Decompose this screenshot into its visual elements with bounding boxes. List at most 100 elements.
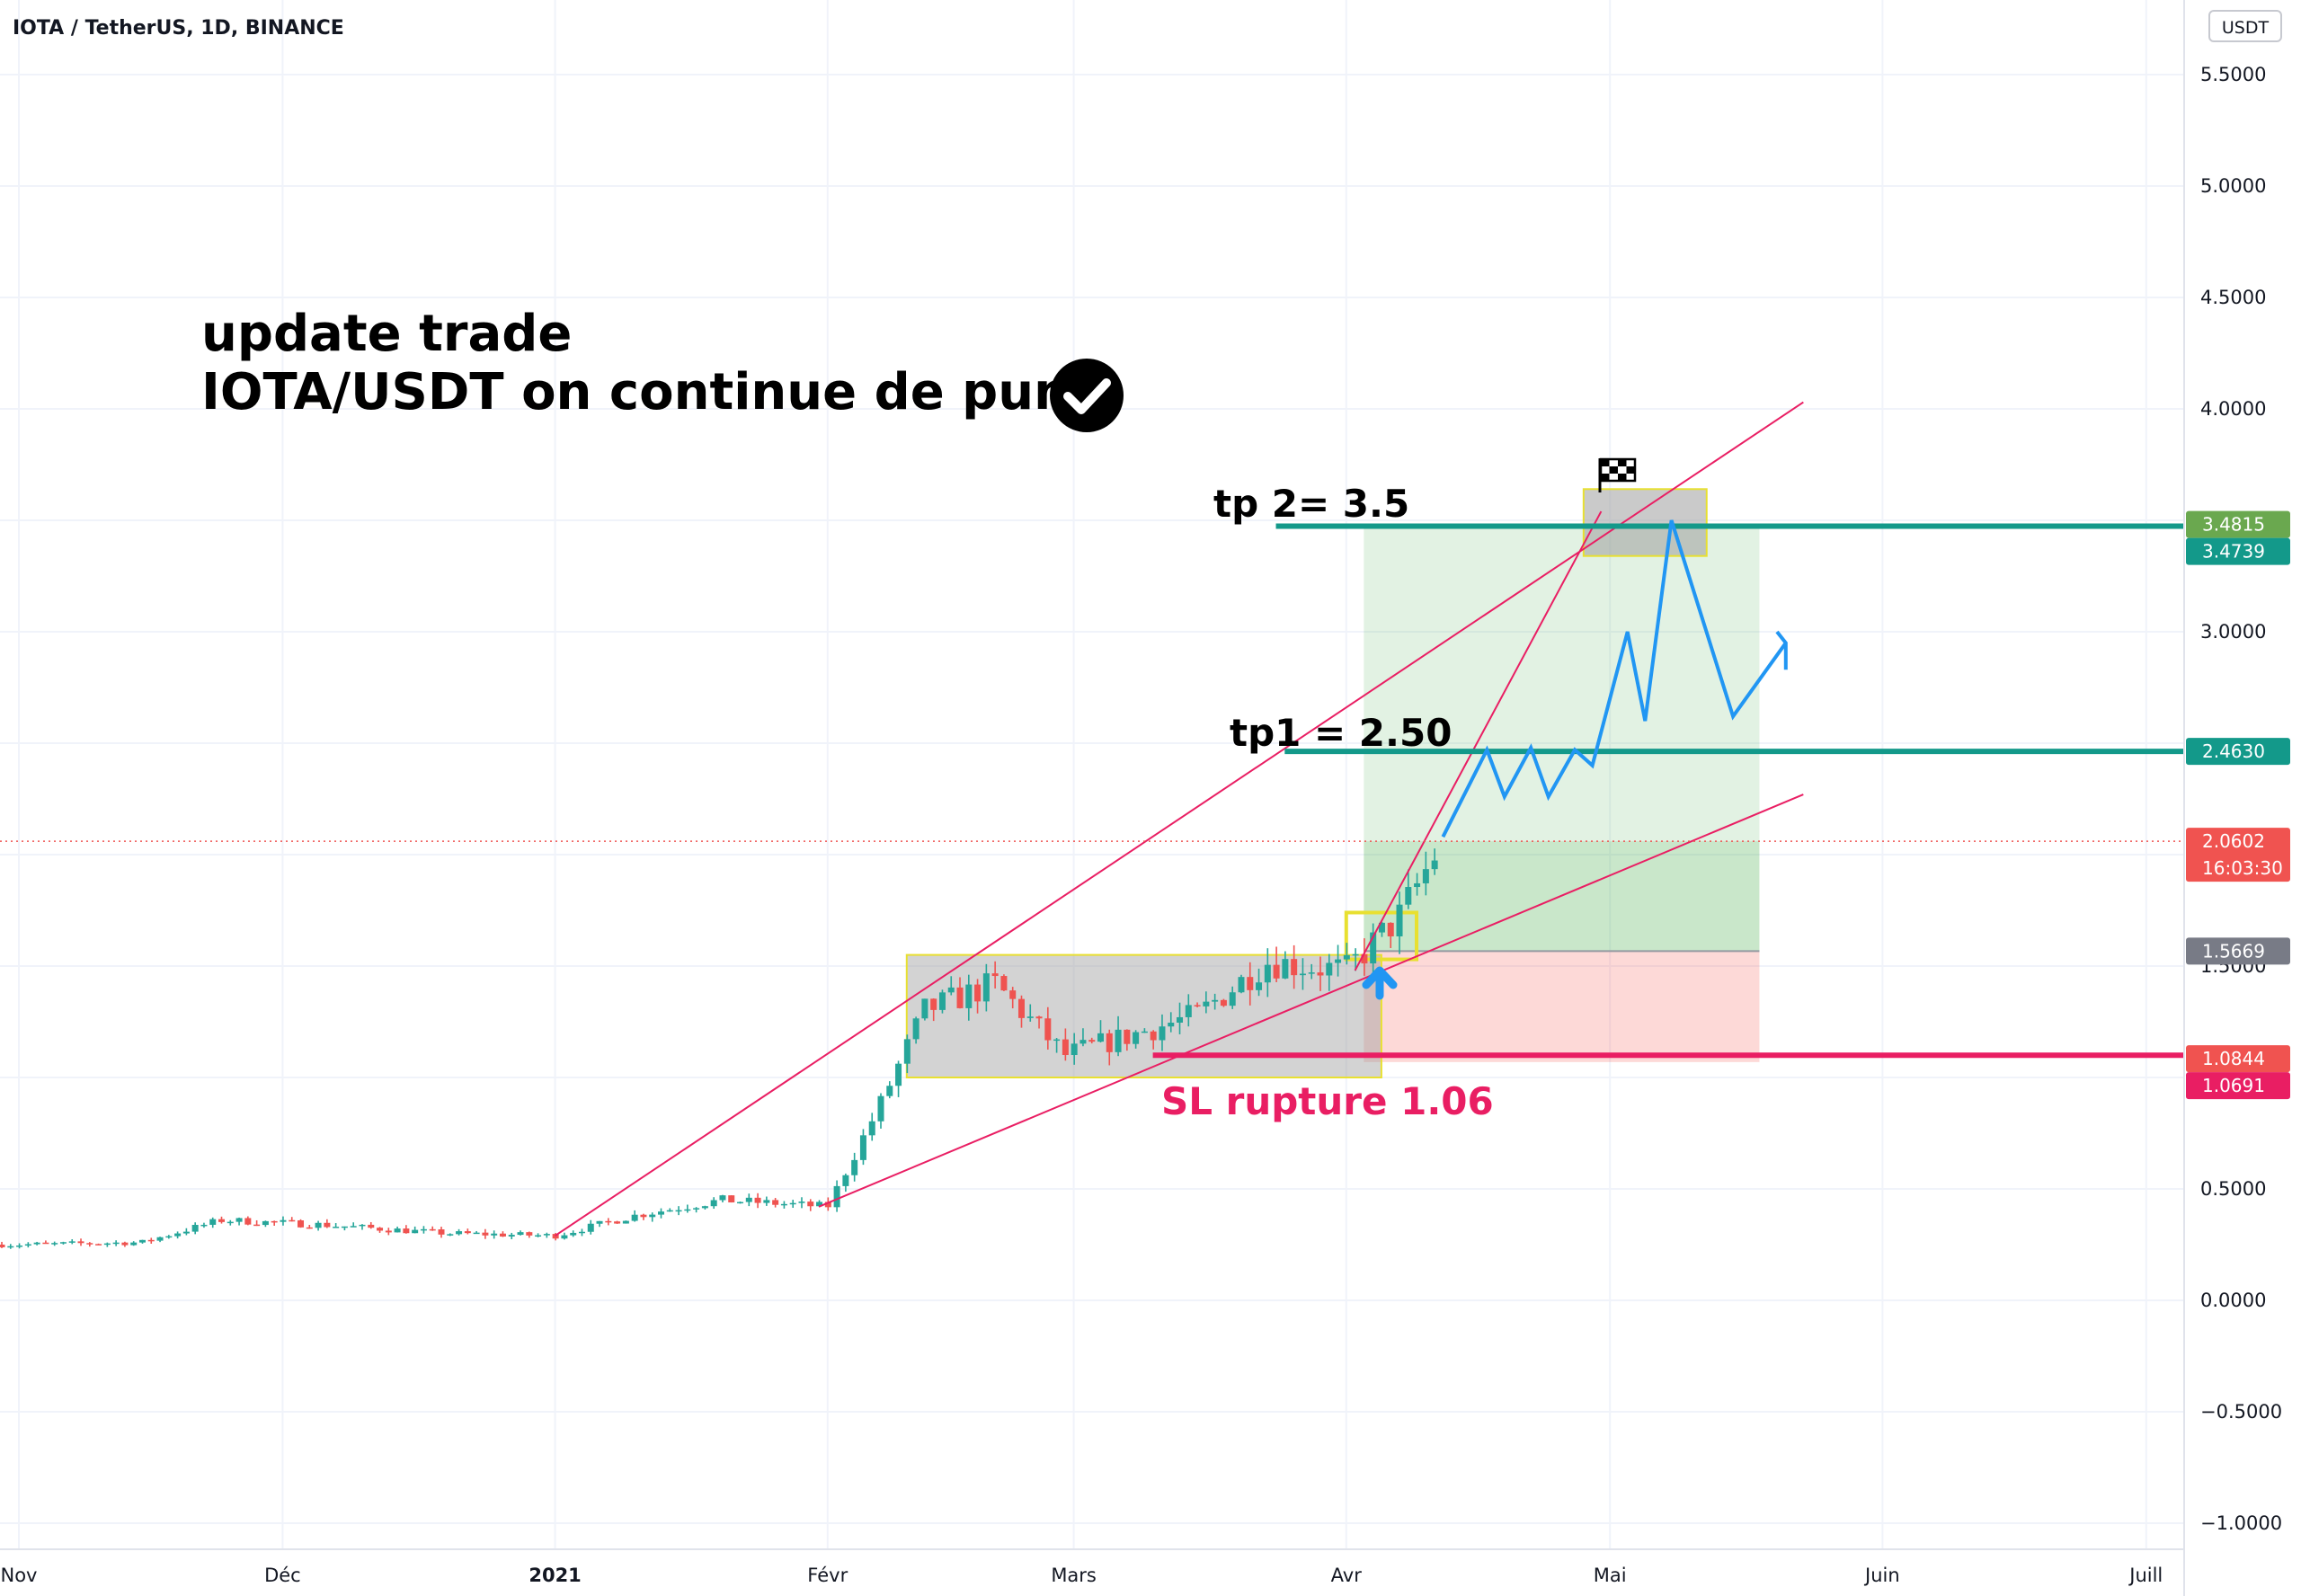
candle-body xyxy=(33,1242,40,1245)
candle-body xyxy=(95,1244,102,1246)
candle-body xyxy=(1212,999,1219,1002)
breakout-box xyxy=(1344,910,1419,962)
currency-label: USDT xyxy=(2222,18,2270,38)
price-label-badge xyxy=(2186,738,2290,766)
candle-body xyxy=(350,1226,357,1228)
candle-body xyxy=(842,1175,849,1186)
candle-body xyxy=(710,1200,717,1207)
candle-body xyxy=(68,1241,76,1243)
candle-body xyxy=(253,1224,261,1227)
candle-body xyxy=(991,973,999,977)
candle-body xyxy=(1088,1040,1096,1042)
candle-body xyxy=(921,998,928,1019)
time-tick-label: Juill xyxy=(2128,1565,2163,1586)
annotation-title-line2: IOTA/USDT on continue de pump xyxy=(201,363,1123,421)
candle-body xyxy=(368,1224,375,1228)
time-axis[interactable]: Nov Déc 2021 Févr Mars Avr Mai Juin Juill xyxy=(1,1565,2163,1586)
candle-body xyxy=(244,1218,252,1225)
price-labels: 3.4815 3.4739 2.4630 2.0602 16:03:30 1.5669 1.… xyxy=(2186,510,2290,1100)
price-tick-label: 5.5000 xyxy=(2200,64,2266,85)
candle-body xyxy=(121,1242,129,1246)
candle-body xyxy=(1414,882,1421,888)
candle-body xyxy=(675,1210,682,1212)
candle-body xyxy=(1308,972,1315,974)
candle-body xyxy=(974,984,982,1002)
annotation-title-line1: update trade xyxy=(201,305,572,363)
candle-body xyxy=(947,987,955,993)
candle-body xyxy=(147,1239,155,1242)
candle-body xyxy=(1106,1033,1113,1052)
currency-button[interactable]: USDT xyxy=(2208,10,2282,42)
candle-body xyxy=(640,1214,647,1218)
candle-body xyxy=(658,1211,664,1215)
candle-body xyxy=(745,1197,752,1202)
time-tick-label: Juin xyxy=(1863,1565,1900,1586)
candle-body xyxy=(622,1220,629,1224)
candle-body xyxy=(570,1232,577,1236)
candle-body xyxy=(877,1095,884,1122)
candle-body xyxy=(1035,1016,1043,1019)
candle-body xyxy=(1352,953,1359,956)
candle-body xyxy=(209,1219,217,1225)
candle-body xyxy=(1282,959,1289,979)
candle-body xyxy=(1273,964,1280,979)
price-label-text: 2.0602 xyxy=(2202,830,2265,852)
candle-body xyxy=(315,1222,322,1228)
candle-body xyxy=(227,1221,234,1224)
candle-body xyxy=(333,1227,340,1228)
candle-body xyxy=(482,1232,489,1236)
candle-body xyxy=(0,1245,5,1247)
candle-body xyxy=(1194,1005,1201,1006)
price-axis[interactable]: 5.50005.00004.50004.00003.00001.50000.50… xyxy=(2200,64,2282,1534)
candle-body xyxy=(306,1227,313,1229)
candle-body xyxy=(1203,1001,1210,1006)
price-label-badge xyxy=(2186,510,2290,538)
candle-body xyxy=(1220,999,1227,1006)
candle-body xyxy=(1150,1031,1157,1041)
candle-body xyxy=(851,1159,858,1175)
candle-body xyxy=(1378,922,1385,933)
candle-body xyxy=(464,1231,471,1234)
price-tick-label: 4.0000 xyxy=(2200,398,2266,420)
candle-body xyxy=(51,1243,58,1245)
sl-label: SL rupture 1.06 xyxy=(1161,1079,1494,1123)
candle-body xyxy=(930,998,937,1010)
price-label-text: 3.4815 xyxy=(2202,514,2265,536)
candle-body xyxy=(693,1208,700,1210)
candle-body xyxy=(535,1235,542,1237)
price-label-text: 1.0691 xyxy=(2202,1075,2265,1096)
candle-body xyxy=(1343,954,1350,960)
candle-body xyxy=(1097,1033,1104,1042)
candle-body xyxy=(737,1201,744,1204)
candle-body xyxy=(1396,904,1403,936)
price-tick-label: 4.5000 xyxy=(2200,287,2266,308)
price-label-text: 3.4739 xyxy=(2202,541,2265,563)
time-tick-label: Avr xyxy=(1331,1565,1363,1586)
time-tick-label: Févr xyxy=(807,1565,848,1586)
candle-body xyxy=(772,1200,779,1205)
price-label-text: 1.0844 xyxy=(2202,1048,2265,1069)
candle-body xyxy=(491,1233,498,1236)
candle-body xyxy=(1026,1016,1034,1018)
price-label-badge xyxy=(2186,537,2290,565)
candle-body xyxy=(165,1236,173,1238)
candle-body xyxy=(833,1185,840,1208)
candle-body xyxy=(1071,1043,1078,1056)
price-tick-label: 0.0000 xyxy=(2200,1290,2266,1311)
candle-body xyxy=(324,1222,331,1228)
symbol-title[interactable]: IOTA / TetherUS, 1D, BINANCE xyxy=(13,17,344,40)
candle-body xyxy=(280,1219,287,1222)
candle-body xyxy=(403,1228,410,1234)
candle-body xyxy=(156,1237,164,1241)
candle-body xyxy=(1335,959,1342,963)
candle-body xyxy=(1124,1029,1131,1044)
candle-body xyxy=(561,1235,568,1239)
candle-body xyxy=(59,1242,67,1244)
price-tick-label: 0.5000 xyxy=(2200,1178,2266,1200)
candle-body xyxy=(77,1241,84,1244)
candle-body xyxy=(1264,964,1271,983)
candles xyxy=(0,848,1438,1249)
candle-body xyxy=(789,1202,796,1205)
